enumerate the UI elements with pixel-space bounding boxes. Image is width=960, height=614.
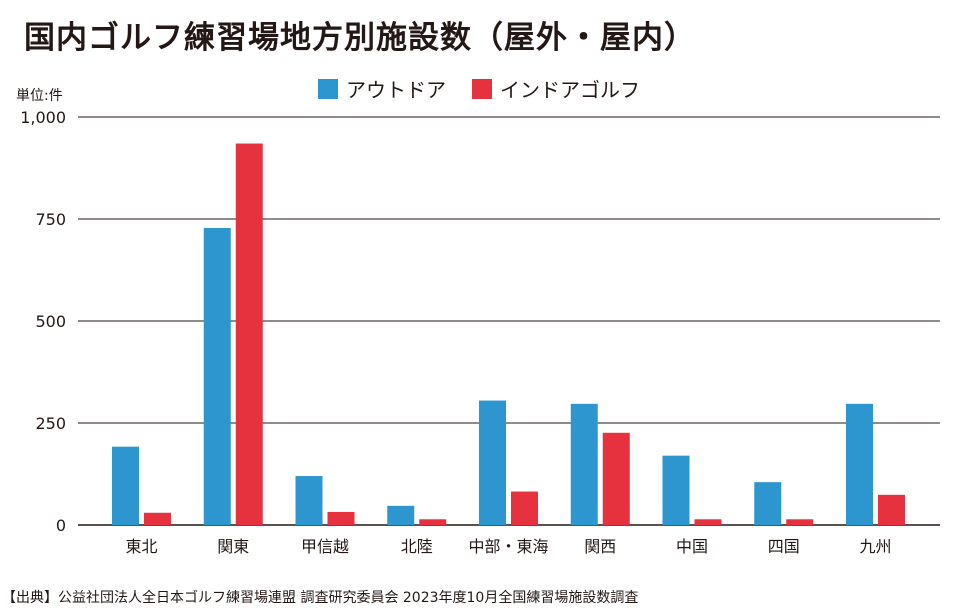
x-category-label: 中部・東海	[468, 537, 548, 556]
bar-indoor	[419, 519, 447, 525]
bar-indoor	[327, 511, 355, 525]
y-tick-label: 0	[56, 516, 66, 535]
x-category-label: 関東	[217, 537, 249, 556]
x-category-label: 関西	[584, 537, 616, 556]
x-category-label: 九州	[859, 537, 891, 556]
bar-indoor	[694, 519, 722, 525]
legend-swatch-outdoor	[318, 78, 338, 99]
bar-indoor	[144, 512, 171, 525]
bar-indoor	[511, 491, 538, 525]
bar-outdoor	[112, 446, 139, 525]
x-category-label: 中国	[676, 537, 708, 556]
source-note: 【出典】公益社団法人全日本ゴルフ練習場連盟 調査研究委員会 2023年度10月全…	[2, 590, 639, 606]
x-category-label: 北陸	[401, 537, 433, 556]
y-tick-label: 750	[35, 210, 66, 229]
bar-outdoor	[203, 227, 231, 525]
legend-item-outdoor: アウトドア	[318, 74, 446, 103]
legend-label-outdoor: アウトドア	[346, 78, 446, 102]
bar-outdoor	[387, 505, 415, 525]
bar-outdoor	[570, 403, 598, 525]
bar-outdoor	[662, 455, 690, 525]
bar-indoor	[786, 519, 814, 525]
y-tick-label: 250	[35, 414, 66, 433]
x-category-label: 東北	[125, 537, 157, 556]
legend: アウトドア インドアゴルフ	[318, 74, 640, 103]
bar-outdoor	[479, 400, 506, 525]
bar-outdoor	[846, 403, 873, 525]
bar-outdoor	[754, 482, 782, 525]
bar-indoor	[235, 143, 263, 525]
y-tick-label: 500	[35, 312, 66, 331]
legend-label-indoor: インドアゴルフ	[500, 78, 640, 102]
x-category-label: 甲信越	[301, 537, 349, 556]
bar-indoor	[602, 432, 630, 525]
legend-swatch-indoor	[472, 78, 492, 99]
legend-item-indoor: インドアゴルフ	[472, 74, 640, 103]
bar-outdoor	[295, 476, 323, 525]
bar-indoor	[878, 494, 905, 525]
chart-title: 国内ゴルフ練習場地方別施設数（屋外・屋内）	[24, 20, 696, 56]
unit-label: 単位:件	[16, 88, 63, 104]
y-tick-label: 1,000	[20, 108, 66, 127]
x-category-label: 四国	[768, 537, 800, 556]
